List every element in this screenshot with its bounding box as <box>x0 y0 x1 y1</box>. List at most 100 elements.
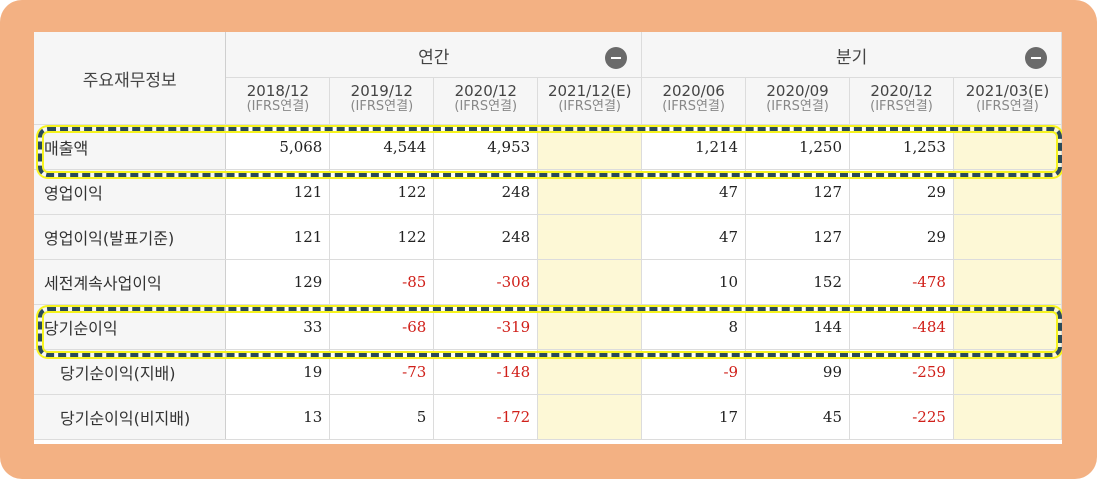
value-cell: 127 <box>745 214 851 260</box>
period-header: 2020/09 (IFRS연결) <box>745 77 851 125</box>
period-basis: (IFRS연결) <box>558 98 622 114</box>
value-cell: 248 <box>433 214 539 260</box>
value-cell: 4,544 <box>329 124 435 170</box>
period-label: 2020/09 <box>766 82 829 100</box>
period-header: 2021/12(E) (IFRS연결) <box>537 77 643 125</box>
period-header: 2020/12 (IFRS연결) <box>849 77 954 125</box>
value-cell <box>537 394 643 440</box>
period-label: 2020/12 <box>870 82 933 100</box>
value-cell <box>953 259 1062 305</box>
value-cell <box>953 304 1062 350</box>
period-label: 2020/06 <box>662 82 725 100</box>
value-cell: 121 <box>225 214 331 260</box>
row-label[interactable]: 당기순이익(지배) <box>34 349 227 395</box>
period-label: 2021/03(E) <box>965 82 1050 100</box>
period-basis: (IFRS연결) <box>662 98 725 114</box>
row-label[interactable]: 세전계속사업이익 <box>34 259 227 305</box>
period-basis: (IFRS연결) <box>454 98 518 114</box>
financial-summary-table: 주요재무정보 연간 분기 2018/12 (IFRS연결) 2019/12 (IFRS… <box>34 32 1062 440</box>
value-cell: 1,250 <box>745 124 851 170</box>
value-cell: -478 <box>849 259 954 305</box>
row-label[interactable]: 당기순이익 <box>34 304 227 350</box>
value-cell <box>537 349 643 395</box>
value-cell: 5,068 <box>225 124 331 170</box>
financial-table-panel: 주요재무정보 연간 분기 2018/12 (IFRS연결) 2019/12 (IFRS… <box>34 32 1062 444</box>
minus-circle-icon[interactable] <box>605 47 628 69</box>
label-column-header: 주요재무정보 <box>34 32 227 125</box>
period-basis: (IFRS연결) <box>246 98 310 114</box>
value-cell: -225 <box>849 394 954 440</box>
value-cell: 33 <box>225 304 331 350</box>
period-label: 2021/12(E) <box>547 82 632 100</box>
quarterly-group-header: 분기 <box>641 32 1062 78</box>
table-row: 영업이익 121 122 248 47 127 29 <box>34 169 1062 215</box>
row-label[interactable]: 영업이익 <box>34 169 227 215</box>
value-cell: -85 <box>329 259 435 305</box>
value-cell: 19 <box>225 349 331 395</box>
period-header: 2019/12 (IFRS연결) <box>329 77 435 125</box>
value-cell <box>537 124 643 170</box>
value-cell: 248 <box>433 169 539 215</box>
value-cell: -319 <box>433 304 539 350</box>
value-cell: -73 <box>329 349 435 395</box>
period-header: 2018/12 (IFRS연결) <box>225 77 331 125</box>
value-cell <box>953 394 1062 440</box>
value-cell <box>537 259 643 305</box>
value-cell: 10 <box>641 259 747 305</box>
value-cell: -259 <box>849 349 954 395</box>
value-cell: 29 <box>849 214 954 260</box>
value-cell <box>537 304 643 350</box>
period-label: 2018/12 <box>246 82 310 100</box>
value-cell: 1,214 <box>641 124 747 170</box>
period-label: 2020/12 <box>454 82 517 100</box>
period-basis: (IFRS연결) <box>870 98 933 114</box>
period-basis: (IFRS연결) <box>350 98 414 114</box>
row-label[interactable]: 영업이익(발표기준) <box>34 214 227 260</box>
table-row: 세전계속사업이익 129 -85 -308 10 152 -478 <box>34 259 1062 305</box>
value-cell: 127 <box>745 169 851 215</box>
value-cell: 129 <box>225 259 331 305</box>
value-cell: -9 <box>641 349 747 395</box>
value-cell: 152 <box>745 259 851 305</box>
period-basis: (IFRS연결) <box>766 98 829 114</box>
value-cell <box>953 169 1062 215</box>
value-cell: 45 <box>745 394 851 440</box>
annual-group-label: 연간 <box>418 48 450 68</box>
value-cell <box>953 214 1062 260</box>
value-cell: 121 <box>225 169 331 215</box>
period-label: 2019/12 <box>350 82 413 100</box>
value-cell: -68 <box>329 304 435 350</box>
value-cell: 144 <box>745 304 851 350</box>
value-cell <box>537 214 643 260</box>
value-cell: 99 <box>745 349 851 395</box>
table-row: 영업이익(발표기준) 121 122 248 47 127 29 <box>34 214 1062 260</box>
value-cell: 17 <box>641 394 747 440</box>
quarterly-group-label: 분기 <box>835 48 868 68</box>
value-cell: 47 <box>641 214 747 260</box>
value-cell: 122 <box>329 214 435 260</box>
value-cell: -484 <box>849 304 954 350</box>
table-row: 매출액 5,068 4,544 4,953 1,214 1,250 1,253 <box>34 124 1062 170</box>
period-header: 2020/12 (IFRS연결) <box>433 77 539 125</box>
annual-group-header: 연간 <box>225 32 643 78</box>
period-header: 2020/06 (IFRS연결) <box>641 77 747 125</box>
value-cell <box>953 124 1062 170</box>
value-cell: 5 <box>329 394 435 440</box>
value-cell: -308 <box>433 259 539 305</box>
value-cell: 13 <box>225 394 331 440</box>
table-row: 당기순이익(지배) 19 -73 -148 -9 99 -259 <box>34 349 1062 395</box>
value-cell: 1,253 <box>849 124 954 170</box>
value-cell: 4,953 <box>433 124 539 170</box>
value-cell: -148 <box>433 349 539 395</box>
row-label[interactable]: 당기순이익(비지배) <box>34 394 227 440</box>
value-cell <box>953 349 1062 395</box>
table-row: 당기순이익(비지배) 13 5 -172 17 45 -225 <box>34 394 1062 440</box>
value-cell: -172 <box>433 394 539 440</box>
value-cell: 29 <box>849 169 954 215</box>
value-cell: 122 <box>329 169 435 215</box>
minus-circle-icon[interactable] <box>1025 47 1047 69</box>
value-cell: 47 <box>641 169 747 215</box>
row-label[interactable]: 매출액 <box>34 124 227 170</box>
value-cell: 8 <box>641 304 747 350</box>
value-cell <box>537 169 643 215</box>
